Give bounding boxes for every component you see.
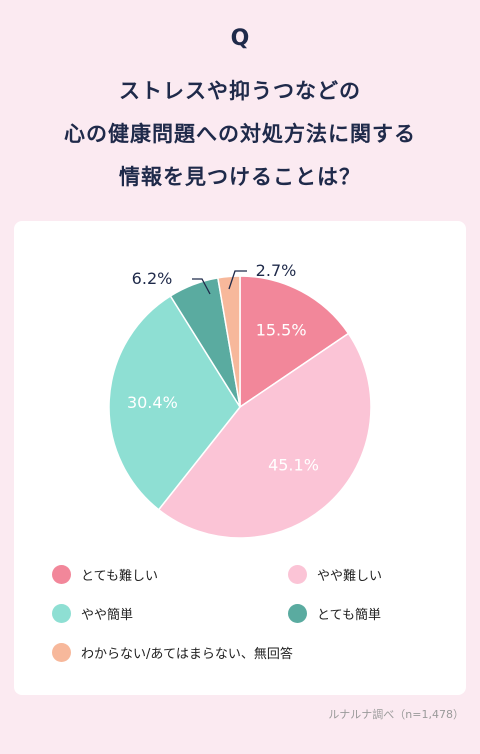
data-label: 45.1% [268, 456, 319, 475]
question-mark: Q [230, 26, 250, 51]
slice-unknown [216, 275, 241, 408]
source-note: ルナルナ調べ（n=1,478） [328, 708, 464, 721]
title-line-3: 情報を見つけることは？ [119, 165, 361, 189]
pie-chart: 15.5% 45.1% 30.4% 6.2% 2.7% [108, 261, 372, 539]
slice-very-difficult [239, 275, 350, 409]
data-label: 6.2% [132, 269, 173, 288]
title-line-1: ストレスや抑うつなどの [119, 79, 361, 103]
data-label: 15.5% [256, 320, 307, 339]
slice-somewhat-difficult [157, 332, 372, 539]
page-title: ストレスや抑うつなどの 心の健康問題への対処方法に関する 情報を見つけることは？ [0, 70, 480, 199]
title-line-2: 心の健康問題への対処方法に関する [64, 122, 416, 146]
chart-card: 15.5% 45.1% 30.4% 6.2% 2.7% とても難しい やや難しい やや簡… [14, 221, 466, 695]
slice-somewhat-easy [108, 294, 241, 511]
data-label: 30.4% [127, 393, 178, 412]
data-label: 2.7% [256, 261, 297, 280]
leader-line [192, 278, 211, 295]
leader-line [228, 270, 247, 290]
